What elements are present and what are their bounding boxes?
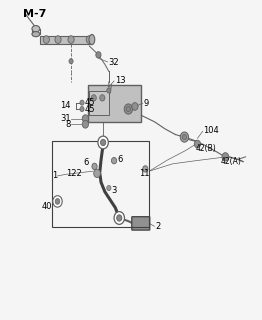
- Text: 122: 122: [66, 169, 81, 178]
- Ellipse shape: [89, 35, 95, 45]
- Circle shape: [126, 107, 130, 112]
- Text: 3: 3: [111, 186, 117, 195]
- Circle shape: [180, 132, 189, 142]
- Circle shape: [117, 215, 122, 221]
- Text: M-7: M-7: [23, 9, 46, 19]
- Text: 9: 9: [144, 99, 149, 108]
- Circle shape: [55, 36, 61, 44]
- Circle shape: [101, 139, 106, 146]
- Text: 13: 13: [115, 76, 125, 85]
- Bar: [52, 141, 149, 227]
- Circle shape: [182, 134, 187, 140]
- Circle shape: [68, 36, 74, 44]
- Text: 2: 2: [155, 222, 161, 231]
- Circle shape: [55, 198, 60, 204]
- Text: 42(A): 42(A): [221, 157, 242, 166]
- Circle shape: [194, 140, 201, 148]
- Text: 8: 8: [65, 120, 70, 129]
- Circle shape: [80, 107, 84, 112]
- Circle shape: [92, 163, 97, 170]
- Circle shape: [69, 59, 73, 64]
- Text: 45: 45: [85, 105, 95, 114]
- Text: 11: 11: [140, 169, 150, 178]
- Text: 6: 6: [84, 158, 89, 167]
- Circle shape: [94, 169, 101, 178]
- Circle shape: [114, 212, 124, 224]
- FancyBboxPatch shape: [132, 217, 150, 230]
- Text: 14: 14: [61, 101, 71, 110]
- FancyBboxPatch shape: [89, 92, 109, 116]
- Circle shape: [98, 136, 108, 149]
- Ellipse shape: [32, 26, 40, 32]
- Text: 32: 32: [108, 58, 119, 67]
- Circle shape: [80, 100, 84, 105]
- Text: 1: 1: [52, 171, 57, 180]
- Circle shape: [107, 88, 111, 93]
- FancyBboxPatch shape: [40, 36, 92, 44]
- Text: 104: 104: [204, 126, 219, 135]
- Circle shape: [124, 104, 133, 114]
- Circle shape: [132, 103, 138, 110]
- Circle shape: [82, 121, 89, 128]
- Circle shape: [222, 153, 229, 161]
- Circle shape: [100, 95, 105, 101]
- Text: 42(B): 42(B): [196, 144, 216, 153]
- Text: 40: 40: [42, 202, 52, 211]
- Circle shape: [111, 157, 117, 164]
- Circle shape: [143, 166, 148, 172]
- Text: 45: 45: [85, 98, 95, 107]
- Text: 6: 6: [117, 155, 123, 164]
- Circle shape: [96, 52, 101, 58]
- Text: 31: 31: [60, 114, 70, 123]
- Circle shape: [107, 186, 111, 191]
- Ellipse shape: [32, 32, 40, 37]
- Circle shape: [53, 196, 62, 207]
- FancyBboxPatch shape: [88, 85, 141, 123]
- Circle shape: [82, 115, 89, 123]
- Circle shape: [91, 95, 96, 101]
- Circle shape: [43, 36, 50, 44]
- Circle shape: [86, 36, 92, 44]
